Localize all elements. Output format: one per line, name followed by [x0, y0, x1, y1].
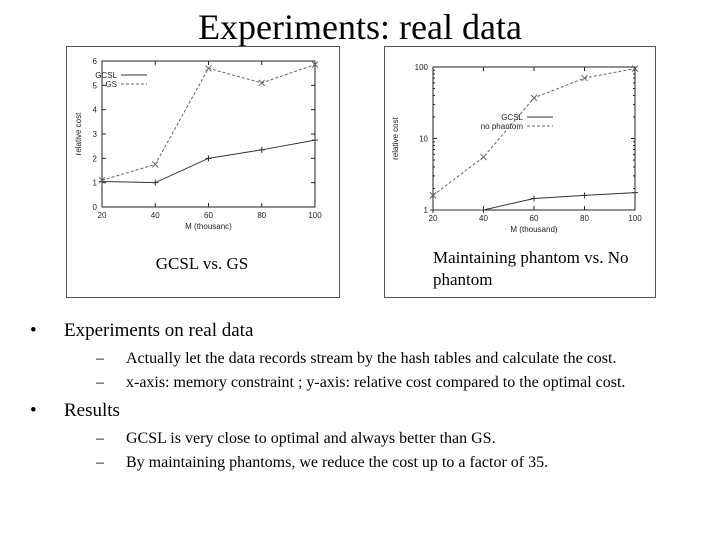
x-tick-label: 20 — [429, 214, 438, 223]
legend-label: no phantom — [481, 122, 524, 131]
legend-label: GS — [105, 80, 117, 89]
data-point — [312, 137, 318, 144]
data-point — [152, 179, 159, 186]
series-line-no-phantom — [432, 68, 636, 196]
plot-frame — [432, 66, 636, 211]
series-line-gcsl — [101, 139, 316, 184]
bullet-marker: • — [30, 400, 37, 421]
data-point — [99, 178, 105, 185]
x-tick-label: 40 — [151, 211, 160, 220]
y-tick-label: 1 — [424, 206, 429, 215]
sub-bullet-item: – By maintaining phantoms, we reduce the… — [96, 454, 700, 472]
y-axis-label: relative cost — [391, 116, 400, 159]
x-tick-label: 100 — [628, 214, 642, 223]
series-line-gs — [101, 64, 316, 181]
data-point — [205, 155, 212, 162]
data-point — [480, 207, 487, 213]
sub-bullet-text: Actually let the data records stream by … — [126, 350, 617, 367]
sub-bullet-item: – GCSL is very close to optimal and alwa… — [96, 430, 700, 448]
sub-bullet-text: GCSL is very close to optimal and always… — [126, 430, 496, 447]
legend-label: GCSL — [95, 71, 117, 80]
y-tick-label: 1 — [93, 179, 98, 188]
chart-panel-phantom: 1 10 100 20 40 60 80 100 M (thousand) relative co… — [384, 46, 656, 298]
data-point — [480, 153, 487, 161]
y-tick-label: 5 — [93, 81, 98, 90]
data-point — [98, 176, 106, 184]
bullet-text: Experiments on real data — [64, 320, 254, 341]
sub-bullet-marker: – — [96, 374, 104, 391]
data-point — [430, 207, 436, 213]
data-point — [311, 61, 319, 69]
sub-bullet-marker: – — [96, 454, 104, 471]
data-point — [530, 94, 538, 102]
legend-label: GCSL — [501, 113, 523, 122]
data-point — [581, 74, 588, 82]
data-point — [429, 192, 437, 199]
bullet-marker: • — [30, 320, 37, 341]
data-point — [631, 65, 639, 72]
data-point — [258, 79, 266, 87]
sub-bullet-item: – x-axis: memory constraint ; y-axis: re… — [96, 374, 700, 392]
y-tick-label: 0 — [93, 203, 98, 212]
sub-bullet-item: – Actually let the data records stream b… — [96, 350, 700, 368]
bullet-list: • Experiments on real data – Actually le… — [30, 320, 700, 478]
plot-frame — [101, 60, 316, 208]
slide-title: Experiments: real data — [198, 7, 522, 47]
x-tick-label: 60 — [204, 211, 213, 220]
bullet-item: • Results — [30, 400, 700, 422]
x-tick-label: 100 — [308, 211, 322, 220]
x-axis-label: M (thousand) — [510, 225, 557, 234]
y-tick-label: 100 — [415, 63, 429, 72]
y-tick-label: 10 — [419, 135, 428, 144]
y-tick-label: 6 — [93, 57, 98, 66]
x-tick-label: 40 — [479, 214, 488, 223]
data-point — [258, 146, 265, 153]
y-tick-label: 2 — [93, 154, 98, 163]
data-point — [581, 192, 588, 199]
data-point — [531, 195, 537, 202]
y-tick-label: 4 — [93, 106, 98, 115]
sub-bullet-marker: – — [96, 430, 104, 447]
sub-bullet-text: By maintaining phantoms, we reduce the c… — [126, 454, 549, 471]
sub-bullet-marker: – — [96, 350, 104, 367]
bullet-text: Results — [64, 400, 120, 421]
y-axis-label: relative cost — [74, 112, 83, 155]
y-tick-label: 3 — [93, 130, 98, 139]
sub-bullet-text: x-axis: memory constraint ; y-axis: rela… — [126, 374, 626, 391]
chart-caption: Maintaining phantom vs. No phantom — [433, 248, 629, 289]
x-axis-label: M (thousanc) — [185, 222, 232, 231]
x-tick-label: 80 — [257, 211, 266, 220]
x-tick-label: 80 — [580, 214, 589, 223]
chart-gcsl-vs-gs: 0 1 2 3 4 5 6 20 40 60 80 100 M (thousanc) relative c… — [74, 57, 322, 231]
chart-panel-gcsl-vs-gs: 0 1 2 3 4 5 6 20 40 60 80 100 M (thousanc) relative c… — [66, 46, 340, 298]
x-tick-label: 20 — [98, 211, 107, 220]
chart-phantom: 1 10 100 20 40 60 80 100 M (thousand) relative co… — [391, 63, 642, 234]
data-point — [151, 161, 159, 168]
x-tick-label: 60 — [530, 214, 539, 223]
data-point — [205, 64, 212, 72]
bullet-item: • Experiments on real data — [30, 320, 700, 342]
chart-caption: GCSL vs. GS — [155, 254, 249, 273]
data-point — [632, 189, 638, 196]
